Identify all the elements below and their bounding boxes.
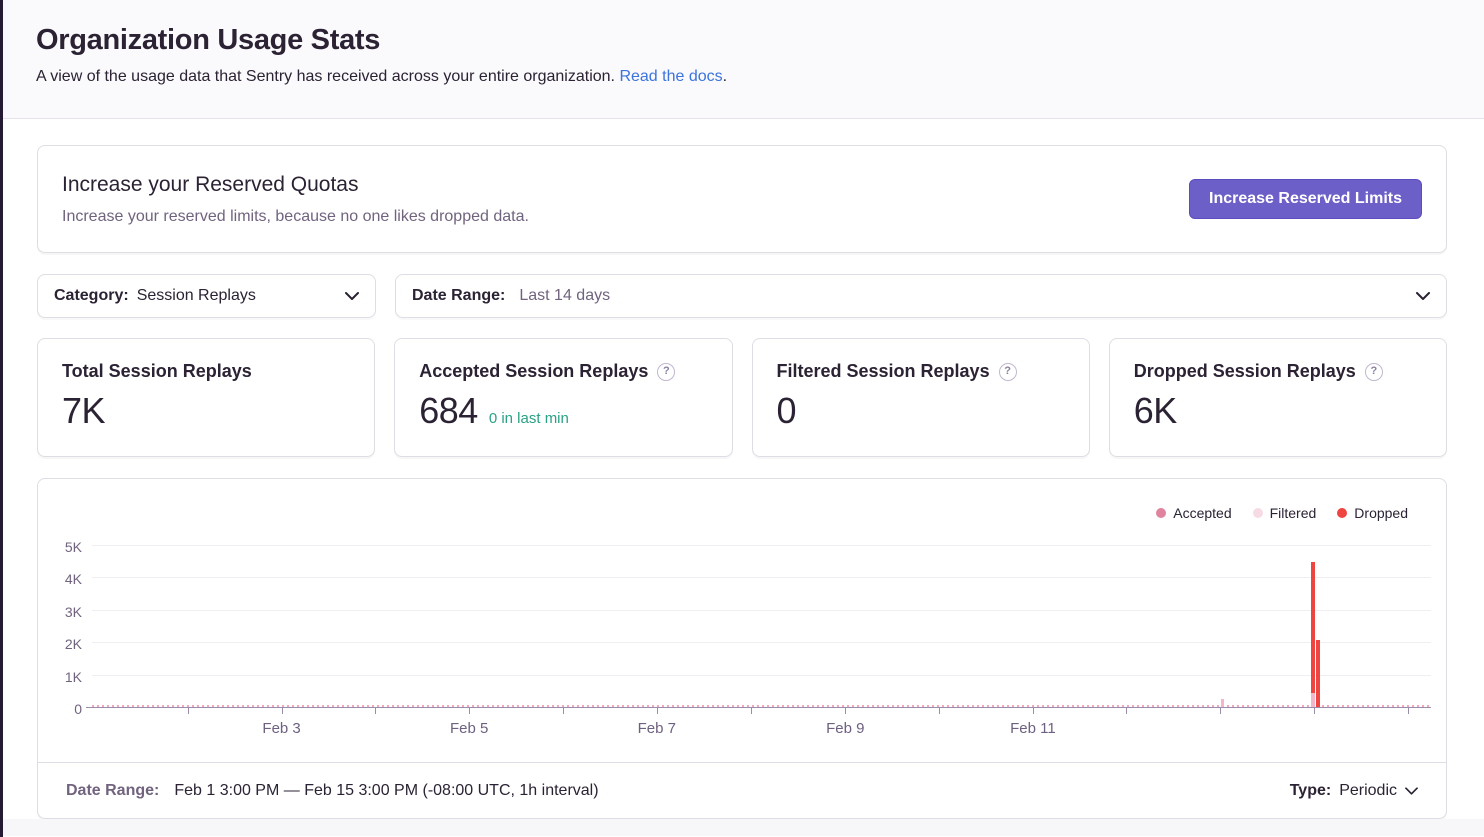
quota-banner-description: Increase your reserved limits, because n… [62,207,529,225]
page-header: Organization Usage Stats A view of the u… [0,0,1484,119]
stat-card-value: 684 [419,390,478,431]
x-axis-label: Feb 5 [450,720,489,737]
x-axis-tick [563,708,565,714]
stat-card-dropped: Dropped Session Replays 6K [1108,338,1447,457]
x-axis-tick [657,708,659,714]
footer-date-range-value: Feb 1 3:00 PM — Feb 15 3:00 PM (-08:00 U… [174,781,599,799]
stat-card-title: Filtered Session Replays [776,361,990,381]
stat-card-title: Accepted Session Replays [419,361,649,381]
date-range-select[interactable]: Date Range: Last 14 days [395,274,1447,318]
quota-banner-title: Increase your Reserved Quotas [62,172,359,196]
chart-bar-segment-accepted [1221,698,1225,707]
question-mark-circle-icon[interactable] [657,362,676,381]
chart-controls-footer: Date Range: Feb 1 3:00 PM — Feb 15 3:00 … [38,762,1446,818]
legend-label: Dropped [1354,505,1408,521]
gridline [92,674,1431,676]
stat-card-value: 7K [62,390,106,431]
stat-card-value: 6K [1133,390,1178,431]
filter-row: Category: Session Replays Date Range: La… [37,274,1447,318]
y-axis-label: 1K [64,668,82,685]
footer-date-range-label: Date Range: [66,781,160,799]
stat-card-total: Total Session Replays 7K [37,338,376,457]
sidebar-edge [0,0,3,837]
x-axis-tick [281,708,283,714]
x-axis-label: Feb 9 [826,720,865,737]
question-mark-circle-icon[interactable] [1364,362,1383,381]
usage-chart: Accepted Filtered Dropped 0 1K 2K 3K 4K 5K Feb… [38,479,1446,762]
date-range-select-label: Date Range: [412,287,506,304]
y-axis-label: 0 [74,701,82,717]
chart-footer-date-range: Date Range: Feb 1 3:00 PM — Feb 15 3:00 … [66,782,599,800]
x-axis-tick [1314,708,1316,714]
chevron-down-icon [345,292,359,300]
legend-label: Accepted [1173,505,1232,521]
accepted-baseline-trickle [92,705,1431,707]
category-select[interactable]: Category: Session Replays [37,274,376,318]
x-axis-tick [1407,708,1409,714]
chart-type-value: Periodic [1339,781,1397,799]
x-axis-tick [938,708,940,714]
x-axis-line [86,707,1431,708]
gridline [92,544,1431,546]
chevron-down-icon [1416,292,1430,300]
category-select-value: Session Replays [136,287,256,304]
legend-label: Filtered [1269,505,1317,521]
x-axis-tick [1126,708,1128,714]
chart-type-label: Type: [1289,781,1332,799]
y-axis-label: 2K [64,636,82,652]
main-content: Increase your Reserved Quotas Increase y… [0,119,1484,819]
legend-item-accepted[interactable]: Accepted [1156,505,1232,521]
chart-bar-segment-dropped [1311,562,1316,694]
stat-card-title: Dropped Session Replays [1133,361,1356,381]
x-axis-tick [1032,708,1034,714]
y-axis-label: 3K [64,603,82,620]
gridline [92,577,1431,578]
page-subtitle-text: A view of the usage data that Sentry has… [36,68,620,85]
page-subtitle-period: . [722,68,728,85]
chart-type-dropdown[interactable]: Type: Periodic [1290,782,1418,800]
y-axis-label: 4K [64,571,82,587]
x-axis-tick [1220,708,1222,714]
page-subtitle: A view of the usage data that Sentry has… [36,68,1448,86]
chevron-down-icon [1405,782,1418,800]
plot-area: 0 1K 2K 3K 4K 5K Feb 3 Feb 5 Feb 7 Feb 9 Feb 11 [65,529,1431,737]
legend-item-dropped[interactable]: Dropped [1337,505,1408,521]
y-axis-label: 5K [64,538,82,555]
x-axis-tick [469,708,471,714]
stat-card-live-rate: 0 in last min [488,410,569,427]
chart-legend: Accepted Filtered Dropped [1156,505,1408,521]
usage-chart-panel: Accepted Filtered Dropped 0 1K 2K 3K 4K 5K Feb… [37,478,1447,819]
stat-card-accepted: Accepted Session Replays 684 0 in last m… [394,338,733,457]
stat-card-value: 0 [776,390,797,431]
page-title: Organization Usage Stats [36,24,381,56]
stats-row: Total Session Replays 7K Accepted Sessio… [37,338,1447,457]
stat-card-title: Total Session Replays [62,361,252,381]
dropped-series-dot-icon [1337,508,1348,518]
x-axis-tick [750,708,752,714]
quota-banner: Increase your Reserved Quotas Increase y… [37,145,1447,253]
gridline [92,642,1431,643]
x-axis-label: Feb 11 [1010,720,1056,737]
x-axis-tick [844,708,846,714]
read-the-docs-link[interactable]: Read the docs [619,68,723,85]
x-axis-label: Feb 7 [637,720,676,737]
stat-card-filtered: Filtered Session Replays 0 [751,338,1090,457]
filtered-series-dot-icon [1252,508,1263,518]
page-bottom-background [0,819,1484,836]
gridline [92,609,1431,611]
question-mark-circle-icon[interactable] [998,362,1017,381]
increase-reserved-limits-button[interactable]: Increase Reserved Limits [1189,179,1422,219]
chart-bar-segment-accepted [1311,693,1316,707]
x-axis-tick [375,708,377,714]
chart-bar-segment-dropped [1316,640,1321,707]
legend-item-filtered[interactable]: Filtered [1252,505,1317,521]
date-range-select-value: Last 14 days [519,287,611,304]
x-axis-tick [187,708,189,714]
category-select-label: Category: [54,287,129,304]
accepted-series-dot-icon [1156,508,1167,518]
x-axis-label: Feb 3 [262,720,301,737]
quota-banner-text: Increase your Reserved Quotas Increase y… [62,173,529,226]
